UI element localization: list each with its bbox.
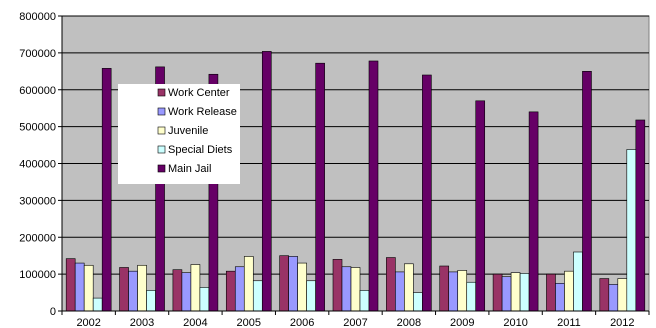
- bar: [555, 283, 565, 312]
- legend-swatch: [157, 164, 166, 173]
- bar: [225, 270, 236, 312]
- legend-label: Work Center: [168, 87, 230, 99]
- bar: [306, 280, 316, 312]
- x-tick-label: 2010: [503, 317, 527, 328]
- bar: [83, 264, 94, 312]
- bar: [635, 119, 646, 312]
- bar: [350, 267, 361, 312]
- bar: [181, 272, 192, 312]
- legend-box: [118, 84, 240, 184]
- legend-swatch: [157, 88, 166, 97]
- bar: [190, 264, 201, 312]
- y-tick-label: 500000: [19, 122, 56, 134]
- bar: [128, 270, 138, 312]
- x-tick-label: 2005: [237, 317, 261, 328]
- bar: [564, 270, 574, 312]
- bar: [448, 271, 459, 312]
- bar: [422, 74, 432, 312]
- bar: [252, 280, 263, 312]
- bar: [172, 269, 183, 312]
- y-tick-label: 100000: [19, 269, 56, 281]
- x-tick-label: 2011: [557, 317, 581, 328]
- bar: [359, 290, 370, 312]
- x-tick-label: 2006: [290, 317, 314, 328]
- bar: [234, 266, 245, 312]
- bar: [279, 255, 289, 312]
- y-tick-label: 800000: [19, 11, 56, 23]
- bar: [395, 271, 405, 312]
- bar: [101, 68, 112, 312]
- bar: [137, 264, 147, 312]
- bar: [413, 292, 423, 312]
- bar: [297, 262, 307, 312]
- bar: [146, 290, 156, 312]
- x-tick-label: 2003: [130, 317, 154, 328]
- bar: [599, 278, 610, 312]
- x-axis: 2002 2003 2004 2005 2006 2007 2008 2009 2010 2011…: [61, 310, 650, 328]
- bar: [332, 259, 343, 312]
- bar: [315, 62, 325, 312]
- y-tick-label: 200000: [19, 232, 56, 244]
- bar: [341, 266, 352, 312]
- x-tick-label: 2002: [76, 317, 100, 328]
- bar: [439, 265, 450, 312]
- legend-swatch: [157, 126, 166, 135]
- bar: [466, 281, 477, 312]
- bar: [528, 111, 539, 312]
- bar: [492, 273, 503, 312]
- y-tick-label: 300000: [19, 195, 56, 207]
- bar: [608, 284, 619, 312]
- legend-label: Main Jail: [168, 163, 211, 175]
- bar: [243, 256, 254, 312]
- bar: [457, 270, 468, 312]
- legend: Work Center Work Release Juvenile Special D…: [118, 84, 240, 184]
- bar: [617, 278, 628, 312]
- x-tick-label: 2009: [450, 317, 474, 328]
- bar: [386, 257, 396, 312]
- bar: [65, 258, 76, 312]
- y-tick-label: 400000: [19, 159, 56, 171]
- bar: [510, 272, 521, 312]
- x-tick-label: 2007: [343, 317, 367, 328]
- y-tick-label: 0: [50, 306, 56, 318]
- bar: [92, 297, 103, 312]
- bar: [404, 263, 414, 312]
- bar: [501, 276, 512, 312]
- bar: [261, 51, 272, 312]
- legend-label: Special Diets: [168, 144, 233, 156]
- bar: [475, 100, 486, 312]
- bar: [546, 273, 556, 312]
- x-tick-label: 2012: [610, 317, 634, 328]
- legend-swatch: [157, 107, 166, 116]
- legend-label: Juvenile: [168, 125, 208, 137]
- bars: [65, 51, 646, 312]
- legend-swatch: [157, 145, 166, 154]
- x-tick-label: 2008: [397, 317, 421, 328]
- legend-label: Work Release: [168, 106, 237, 118]
- bar: [119, 267, 129, 312]
- y-tick-label: 600000: [19, 85, 56, 97]
- bar: [626, 149, 637, 312]
- bar: [582, 71, 592, 312]
- bar: [573, 251, 583, 312]
- y-tick-label: 700000: [19, 48, 56, 60]
- bar: [288, 256, 298, 312]
- y-axis: 0 100000 200000 300000 400000 500000 600000 700…: [19, 11, 63, 318]
- bar: [368, 60, 379, 312]
- bar: [74, 262, 85, 312]
- x-tick-label: 2004: [183, 317, 207, 328]
- bar: [519, 273, 530, 312]
- bar: [199, 287, 210, 312]
